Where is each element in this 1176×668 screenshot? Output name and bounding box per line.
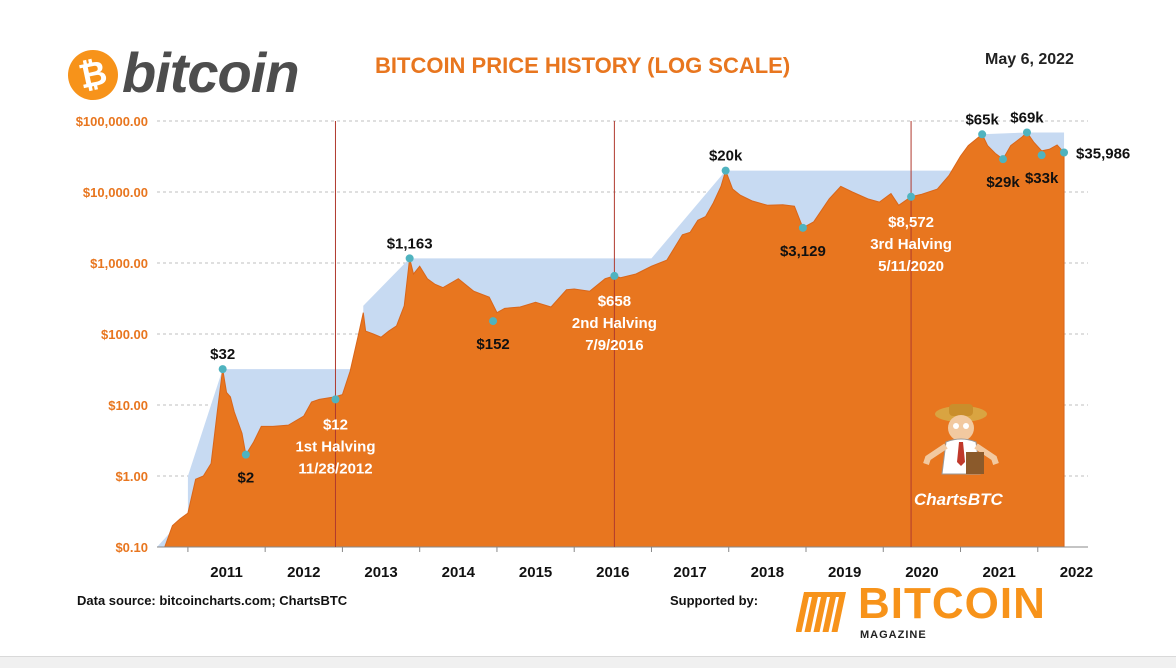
chart-title: BITCOIN PRICE HISTORY (LOG SCALE) (375, 53, 791, 78)
price-marker (405, 254, 414, 263)
price-marker (798, 223, 807, 232)
price-annotation: $35,986 (1076, 146, 1130, 163)
price-annotation: $2 (238, 470, 255, 487)
bitcoin-magazine-mark-icon (796, 592, 846, 632)
bitcoin-wordmark: bitcoin (122, 41, 300, 104)
x-tick-label: 2017 (673, 564, 706, 581)
halving-price-label: $658 (598, 293, 631, 310)
price-marker (218, 365, 227, 374)
price-marker (999, 155, 1008, 164)
x-tick-label: 2022 (1060, 564, 1093, 581)
halving-price-label: $8,572 (888, 214, 934, 231)
x-tick-label: 2016 (596, 564, 629, 581)
y-tick-label: $0.10 (115, 540, 148, 555)
x-tick-label: 2013 (364, 564, 397, 581)
price-annotation: $32 (210, 346, 235, 363)
supported-by-label: Supported by: (670, 593, 759, 608)
data-source-note: Data source: bitcoincharts.com; ChartsBT… (77, 593, 348, 608)
halving-date: 5/11/2020 (878, 258, 944, 275)
price-marker (331, 395, 340, 404)
x-tick-label: 2019 (828, 564, 861, 581)
price-annotation: $20k (709, 148, 743, 165)
y-tick-label: $1.00 (115, 469, 148, 484)
price-area (157, 131, 1065, 548)
price-marker (1022, 128, 1031, 137)
price-annotation: $29k (986, 174, 1020, 191)
price-annotation: $152 (476, 336, 509, 353)
price-annotation: $69k (1010, 109, 1044, 126)
price-annotation: $33k (1025, 170, 1059, 187)
halving-label: 2nd Halving (572, 315, 657, 332)
price-annotation: $3,129 (780, 243, 826, 260)
y-tick-label: $100,000.00 (76, 114, 148, 129)
y-tick-label: $1,000.00 (90, 256, 148, 271)
price-marker (1037, 151, 1046, 160)
x-tick-label: 2011 (210, 564, 243, 581)
y-tick-label: $10.00 (108, 398, 148, 413)
x-tick-label: 2015 (519, 564, 552, 581)
x-tick-label: 2021 (982, 564, 1015, 581)
bitcoin-magazine-sub: MAGAZINE (860, 629, 927, 641)
price-marker (978, 130, 987, 139)
halving-label: 1st Halving (295, 438, 375, 455)
x-tick-label: 2012 (287, 564, 320, 581)
price-marker (489, 317, 498, 326)
price-marker (1060, 148, 1069, 157)
chartsbtc-mascot-icon (923, 404, 999, 475)
halving-date: 7/9/2016 (585, 337, 643, 354)
bitcoin-logo: ₿ bitcoin (63, 41, 318, 105)
bitcoin-coin-icon: ₿ (63, 45, 123, 105)
price-marker (721, 166, 730, 175)
price-marker (907, 192, 916, 201)
y-tick-label: $100.00 (101, 327, 148, 342)
bitcoin-magazine-wordmark: BITCOIN (858, 579, 1046, 628)
price-marker (241, 450, 250, 459)
halving-date: 11/28/2012 (298, 460, 372, 477)
price-marker (610, 271, 619, 280)
bottom-scroll-bar (0, 656, 1176, 668)
x-tick-label: 2014 (442, 564, 476, 581)
price-annotation: $65k (965, 111, 999, 128)
mascot-label: ChartsBTC (914, 490, 1003, 509)
x-tick-label: 2020 (905, 564, 938, 581)
y-tick-label: $10,000.00 (83, 185, 148, 200)
x-tick-label: 2018 (751, 564, 784, 581)
price-annotation: $1,163 (387, 235, 433, 252)
halving-label: 3rd Halving (870, 236, 952, 253)
chart-date: May 6, 2022 (985, 51, 1074, 68)
halving-price-label: $12 (323, 416, 348, 433)
